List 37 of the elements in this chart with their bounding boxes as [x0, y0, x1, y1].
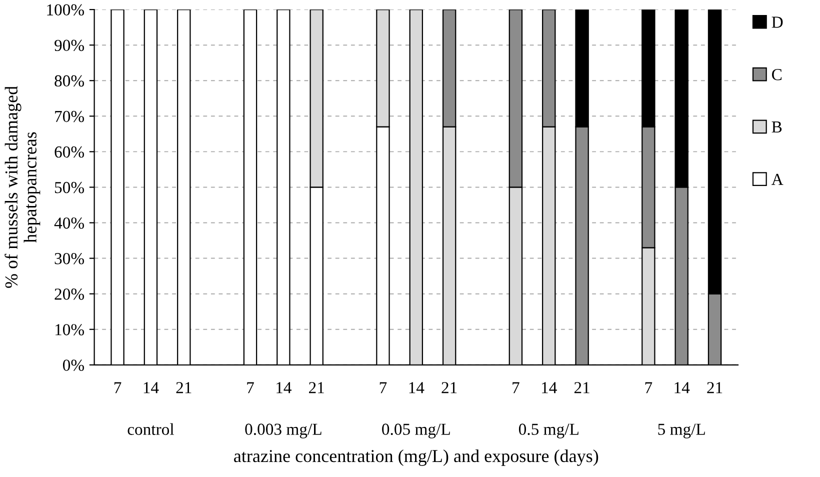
x-tick-label: 7 [247, 382, 254, 394]
x-tick-label: 21 [176, 382, 192, 394]
text: 5 mg/L [658, 424, 705, 438]
y-tick-label: 80% [54, 75, 84, 87]
x-tick-label: 7 [114, 382, 122, 394]
x-tick-label: 7 [512, 382, 520, 394]
x-tick-label: 21 [442, 382, 457, 394]
legend-label: B [772, 122, 782, 132]
y-tick-label: 0% [62, 360, 84, 371]
y-tick-label: 20% [54, 288, 84, 300]
x-tick-label: 14 [542, 382, 557, 394]
x-tick-label: 21 [707, 382, 722, 394]
x-tick-label: 7 [645, 382, 652, 394]
x-tick-label: 14 [144, 382, 159, 394]
y-tick-label: 60% [54, 146, 84, 158]
y-axis-title: % of mussels with damaged hepatopancreas [4, 86, 40, 288]
text: 0.003 mg/L [245, 424, 322, 438]
legend-label: A [771, 174, 784, 185]
x-tick-label: 21 [309, 382, 324, 394]
y-tick-label: 90% [54, 40, 84, 52]
x-tick-label: 7 [380, 382, 387, 394]
y-tick-label: 70% [55, 110, 84, 122]
y-tick-label: 30% [54, 252, 84, 264]
text: 0.05 mg/L [382, 424, 450, 438]
x-tick-label: 14 [409, 382, 424, 394]
x-axis-title: atrazine concentration (mg/L) and exposure (days) [234, 449, 598, 466]
x-tick-label: 21 [574, 382, 590, 394]
legend-label: D [772, 16, 783, 28]
y-tick-label: 50% [54, 182, 84, 194]
x-tick-label: 14 [674, 382, 690, 394]
y-tick-label: 10% [55, 324, 84, 336]
x-tick-label: 14 [276, 382, 292, 394]
y-tick-label: 40% [54, 217, 84, 229]
text: control [128, 423, 174, 435]
legend-label: C [772, 69, 782, 80]
y-tick-label: 100% [47, 4, 84, 16]
text: 0.5 mg/L [518, 424, 578, 438]
